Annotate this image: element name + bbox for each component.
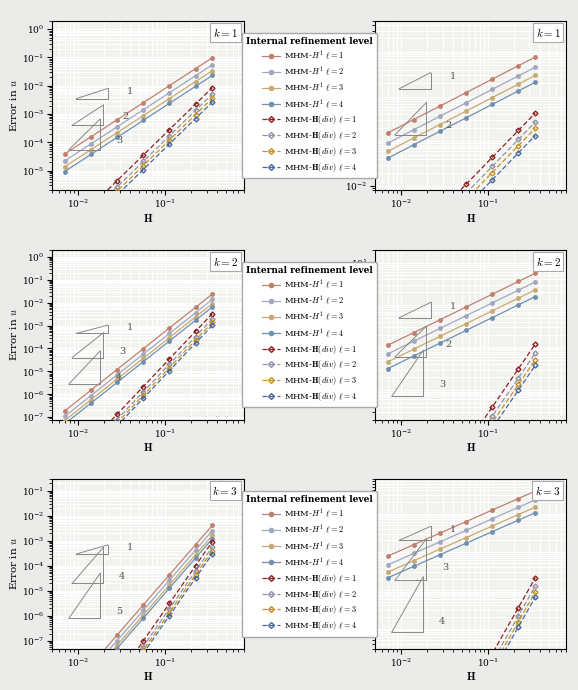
Text: $k = 1$: $k = 1$ (536, 26, 561, 39)
Text: $k = 2$: $k = 2$ (535, 255, 561, 268)
Y-axis label: Error in $\sigma$: Error in $\sigma$ (331, 308, 342, 362)
Legend: MHM-$H^1$ $\ell = 1$, MHM-$H^1$ $\ell = 2$, MHM-$H^1$ $\ell = 3$, MHM-$H^1$ $\el: MHM-$H^1$ $\ell = 1$, MHM-$H^1$ $\ell = … (242, 262, 377, 408)
X-axis label: $\mathbf{H}$: $\mathbf{H}$ (465, 670, 476, 682)
Text: 1: 1 (127, 86, 133, 95)
Text: 3: 3 (119, 347, 125, 356)
Y-axis label: Error in $u$: Error in $u$ (8, 79, 19, 132)
Text: 3: 3 (442, 564, 449, 573)
Text: 3: 3 (439, 380, 445, 389)
Text: 1: 1 (127, 323, 133, 332)
Text: 4: 4 (439, 617, 445, 626)
X-axis label: $\mathbf{H}$: $\mathbf{H}$ (143, 212, 153, 224)
Text: $k = 3$: $k = 3$ (535, 484, 561, 497)
Y-axis label: Error in $u$: Error in $u$ (8, 538, 19, 590)
Y-axis label: Error in $\sigma$: Error in $\sigma$ (331, 537, 342, 591)
Text: 4: 4 (116, 373, 122, 382)
X-axis label: $\mathbf{H}$: $\mathbf{H}$ (143, 441, 153, 453)
Text: 1: 1 (450, 302, 455, 310)
Legend: MHM-$H^1$ $\ell = 1$, MHM-$H^1$ $\ell = 2$, MHM-$H^1$ $\ell = 3$, MHM-$H^1$ $\el: MHM-$H^1$ $\ell = 1$, MHM-$H^1$ $\ell = … (242, 491, 377, 637)
Text: 3: 3 (116, 136, 122, 145)
Text: 2: 2 (123, 112, 128, 121)
Legend: MHM-$H^1$ $\ell = 1$, MHM-$H^1$ $\ell = 2$, MHM-$H^1$ $\ell = 3$, MHM-$H^1$ $\el: MHM-$H^1$ $\ell = 1$, MHM-$H^1$ $\ell = … (242, 32, 377, 178)
Text: 1: 1 (127, 543, 133, 552)
Text: $k = 2$: $k = 2$ (213, 255, 238, 268)
Text: 5: 5 (116, 607, 122, 616)
Text: 4: 4 (119, 572, 125, 581)
Text: 1: 1 (450, 72, 455, 81)
Text: 2: 2 (445, 121, 451, 130)
X-axis label: $\mathbf{H}$: $\mathbf{H}$ (465, 212, 476, 224)
Text: 2: 2 (445, 340, 451, 349)
Text: 1: 1 (450, 525, 455, 535)
Text: $k = 1$: $k = 1$ (213, 26, 238, 39)
Y-axis label: Error in $\sigma$: Error in $\sigma$ (331, 79, 342, 132)
Y-axis label: Error in $u$: Error in $u$ (8, 308, 19, 361)
Text: $k = 3$: $k = 3$ (212, 484, 238, 497)
X-axis label: $\mathbf{H}$: $\mathbf{H}$ (465, 441, 476, 453)
X-axis label: $\mathbf{H}$: $\mathbf{H}$ (143, 670, 153, 682)
